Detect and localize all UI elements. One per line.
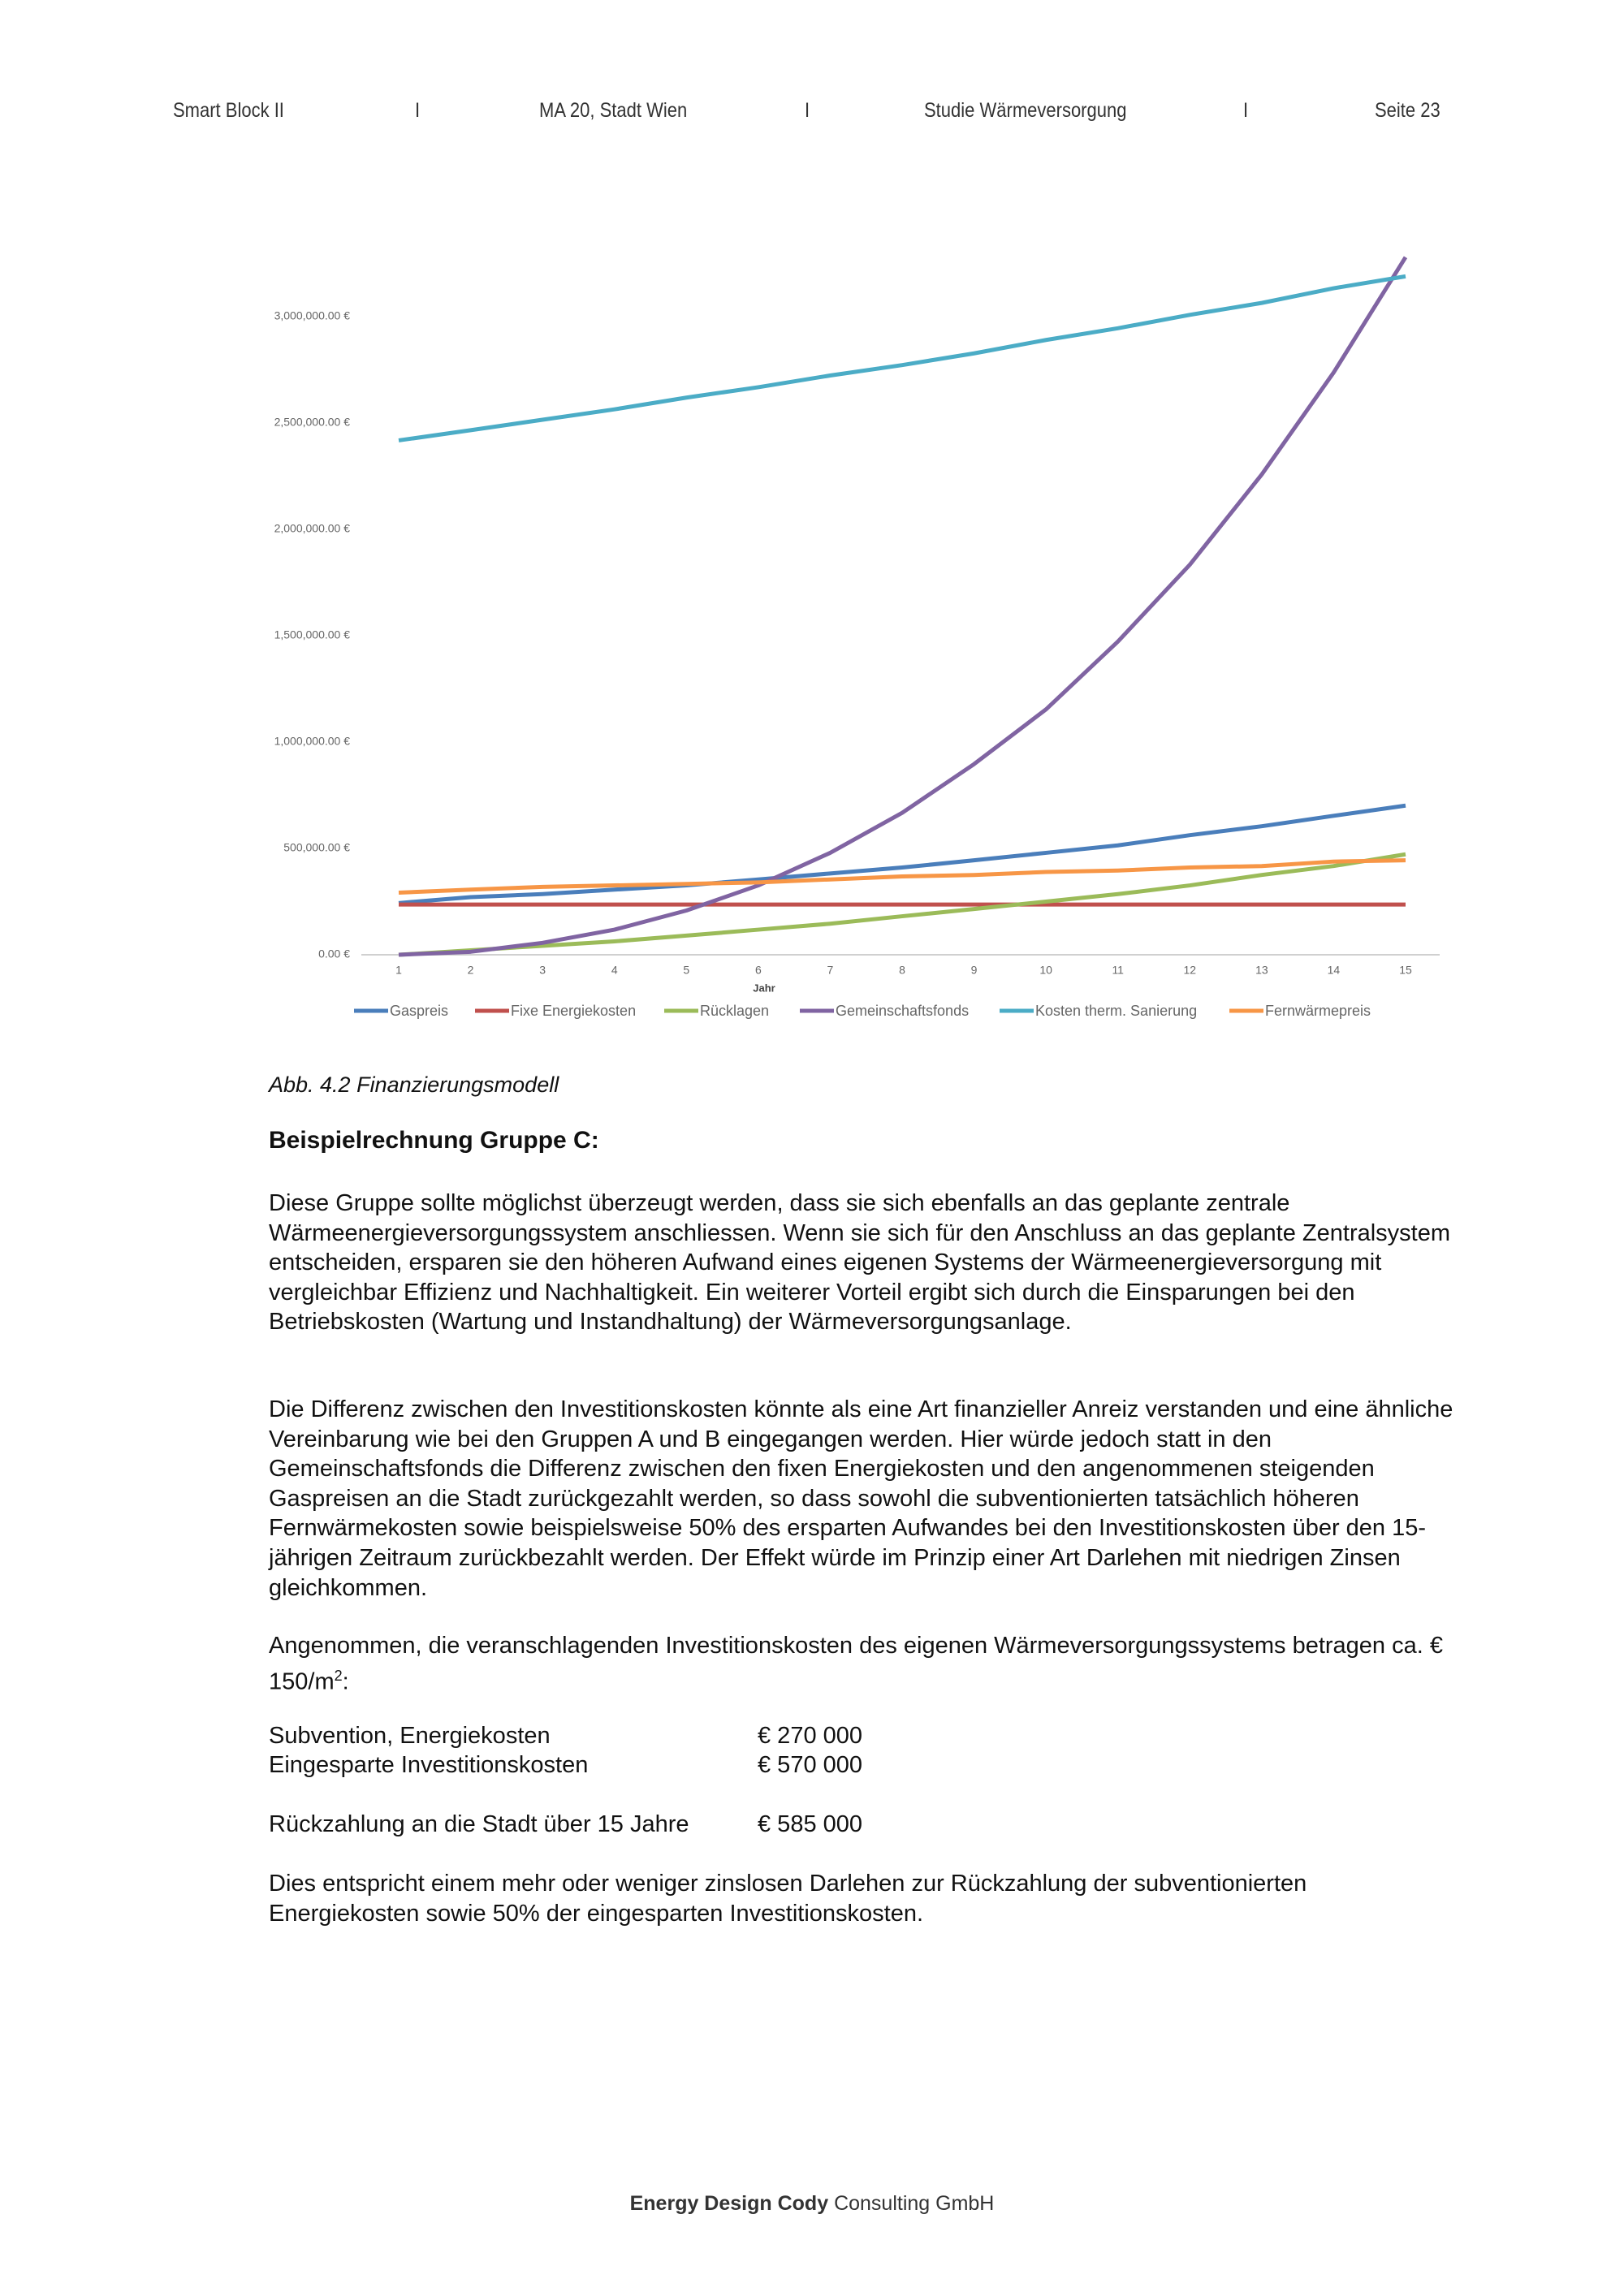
x-tick-label: 6 [755, 964, 762, 977]
legend-label: Rücklagen [700, 1003, 769, 1019]
x-tick-label: 13 [1255, 964, 1268, 977]
header-separator: I [415, 99, 421, 122]
superscript: 2 [334, 1667, 343, 1684]
x-tick-label: 8 [899, 964, 905, 977]
x-tick-label: 7 [827, 964, 834, 977]
table-cell: Eingesparte Investitionskosten [269, 1752, 589, 1778]
y-tick-label: 2,500,000.00 € [274, 415, 351, 428]
chart: 0.00 € 500,000.00 € 1,000,000.00 € 1,500,00… [274, 256, 1440, 1019]
header-item: MA 20, Stadt Wien [539, 99, 688, 122]
x-tick-label: 12 [1183, 964, 1196, 977]
paragraph: Angenommen, die veranschlagenden Investi… [269, 1631, 1462, 1697]
series-line [398, 858, 1406, 895]
header-item: Seite 23 [1375, 99, 1440, 122]
y-tick-label: 0.00 € [318, 947, 350, 960]
legend-label: Kosten therm. Sanierung [1035, 1003, 1197, 1019]
table-cell: € 270 000 [758, 1723, 863, 1749]
y-tick-label: 2,000,000.00 € [274, 521, 351, 534]
legend-label: Fixe Energiekosten [511, 1003, 636, 1019]
table-cell: Subvention, Energiekosten [269, 1723, 551, 1749]
series-line [398, 803, 1406, 905]
legend-label: Gemeinschaftsfonds [836, 1003, 969, 1019]
x-tick-label: 11 [1112, 964, 1124, 977]
footer-company-suffix: Consulting GmbH [834, 2192, 995, 2215]
y-tick-label: 500,000.00 € [283, 841, 350, 854]
series-line [398, 256, 1408, 957]
heading: Beispielrechnung Gruppe C: [269, 1127, 599, 1154]
x-tick-label: 9 [971, 964, 978, 977]
header-item: Smart Block II [173, 99, 284, 122]
header-item: Studie Wärmeversorgung [924, 99, 1127, 122]
text: Angenommen, die veranschlagenden Investi… [269, 1633, 1443, 1695]
footer-company: Energy Design Cody [629, 2192, 829, 2215]
legend-label: Gaspreis [390, 1003, 448, 1019]
paragraph: Dies entspricht einem mehr oder weniger … [269, 1871, 1307, 1927]
paragraph: Diese Gruppe sollte möglichst überzeugt … [269, 1190, 1451, 1336]
x-axis-title: Jahr [753, 982, 775, 994]
y-tick-label: 1,500,000.00 € [274, 628, 351, 641]
footer: Energy Design Cody Consulting GmbH [0, 2192, 1624, 2216]
x-tick-label: 15 [1399, 964, 1412, 977]
header-separator: I [805, 99, 810, 122]
x-tick-label: 1 [395, 964, 402, 977]
y-tick-label: 3,000,000.00 € [274, 309, 351, 322]
text: : [342, 1668, 349, 1695]
y-tick-label: 1,000,000.00 € [274, 735, 351, 748]
x-tick-label: 5 [683, 964, 689, 977]
table-cell: € 585 000 [758, 1811, 863, 1837]
legend-label: Fernwärmepreis [1265, 1003, 1371, 1019]
x-tick-label: 2 [468, 964, 474, 977]
table-cell: Rückzahlung an die Stadt über 15 Jahre [269, 1811, 689, 1837]
series-line [398, 274, 1406, 442]
paragraph: Die Differenz zwischen den Investitionsk… [269, 1396, 1453, 1601]
x-tick-label: 14 [1328, 964, 1341, 977]
x-tick-label: 10 [1039, 964, 1052, 977]
x-tick-label: 3 [539, 964, 546, 977]
caption: Abb. 4.2 Finanzierungsmodell [269, 1072, 559, 1097]
header-separator: I [1243, 99, 1249, 122]
series-line [398, 852, 1406, 957]
x-tick-label: 4 [611, 964, 618, 977]
table-cell: € 570 000 [758, 1752, 863, 1778]
